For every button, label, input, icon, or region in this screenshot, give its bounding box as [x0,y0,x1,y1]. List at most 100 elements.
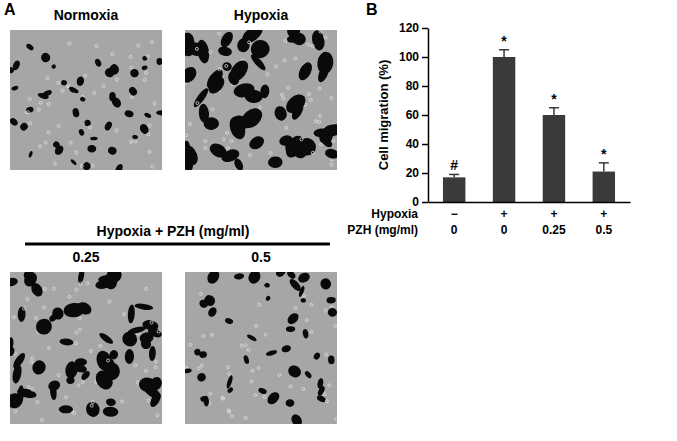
pore [225,64,228,67]
cell-blob [26,106,34,113]
pore [68,42,71,45]
cell-blob [127,304,135,323]
pore [197,367,200,370]
pore [107,359,110,362]
cell-blob [273,105,289,122]
pore [129,55,132,58]
pore [294,57,297,60]
figure: ANormoxiaHypoxia0.250.5Hypoxia + PZH (mg… [0,0,677,441]
pore [145,72,148,75]
error-bar [499,50,509,57]
cell-blob [148,391,162,409]
pore [211,108,214,111]
pore [263,395,266,398]
pore [69,141,72,144]
y-tick-label: 40 [406,137,420,151]
error-bar-cap [449,174,459,176]
pore [244,344,247,347]
cell-blob [265,295,272,302]
pore [148,124,151,127]
cell-blob [75,300,94,318]
cell-blob [70,158,78,166]
pore [200,364,203,367]
cell-blob [138,122,150,135]
pore [134,364,137,367]
micrograph-background [10,30,162,170]
pore [26,298,29,301]
cell-blob [40,52,51,64]
pore [65,396,68,399]
pore [310,303,313,306]
pore [283,59,286,62]
pore [196,102,199,105]
pore [78,317,81,320]
cell-blob [286,363,303,380]
pore [43,306,46,309]
pore [30,360,33,363]
pore [111,53,114,56]
y-tick: 100 [399,50,428,64]
pore [153,102,156,105]
pore [244,416,247,419]
pore [137,44,140,47]
row-label: Hypoxia [371,207,418,221]
pore [255,324,258,327]
y-tick-label: 60 [406,108,420,122]
error-bar-stem [603,163,605,172]
cell-blob [29,281,45,299]
pore [289,385,292,388]
significance-marker: * [551,91,557,107]
cell-blob [227,70,241,86]
pore [57,81,60,84]
cell-blob [59,405,73,413]
image-label: Hypoxia [234,7,289,23]
pore [27,386,30,389]
cell-blob [10,346,15,357]
cell-blob [286,326,295,332]
cell-blob [328,355,335,364]
pore [89,350,92,353]
y-tick-mark [422,28,428,30]
cell-blob [264,282,270,288]
cell-blob [49,383,57,400]
bar [543,115,565,202]
cell-blob [124,349,134,364]
y-axis: 020406080100120 [399,21,429,209]
pore [195,47,198,50]
cell-blob [218,30,235,49]
cell-blob [296,60,315,82]
panel-letter: B [366,1,378,18]
cell-blob [185,368,192,374]
pore [318,120,321,123]
cell-blob [53,144,65,157]
cell-blob [76,76,85,87]
pore [130,66,133,69]
cell-blob [103,120,113,131]
cell-blob [234,273,245,280]
y-tick-mark [422,202,428,204]
cell-blob [207,141,229,161]
x-axis-line [429,202,631,204]
pore [305,319,308,322]
pore [39,101,42,104]
cell-blob [286,272,297,280]
pore [249,154,252,157]
cell-blob [204,67,226,91]
micrograph [7,30,168,175]
y-axis-title: Cell migration (%) [376,60,391,171]
pore [75,151,78,154]
pore [130,140,133,143]
cell-blob [246,333,257,342]
error-bar-stem [553,108,555,115]
pore [134,140,137,143]
pore [77,384,80,387]
cell-blob [249,38,272,61]
cell-blob [103,272,119,290]
pore [75,288,78,291]
pore [14,410,17,413]
cell-blob [10,391,24,410]
pore [36,401,39,404]
pore [254,393,257,396]
cell-blob [268,156,283,168]
pore [40,418,43,421]
